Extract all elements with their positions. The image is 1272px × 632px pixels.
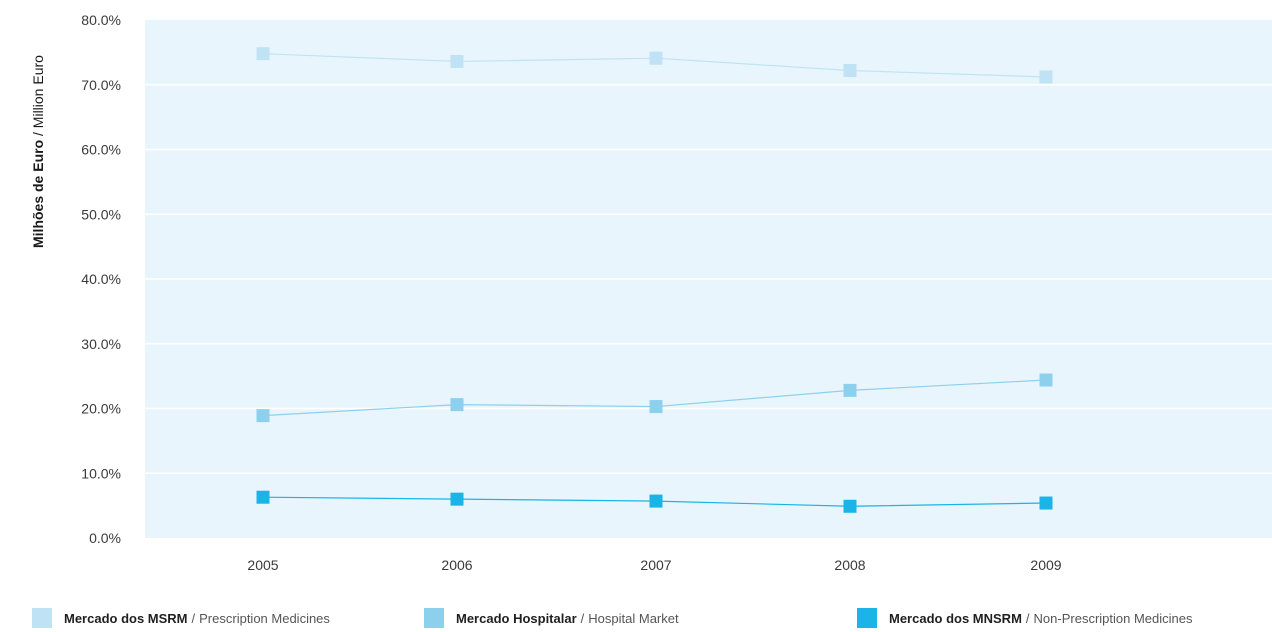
y-axis-ticks: 0.0% 10.0% 20.0% 30.0% 40.0% 50.0% 60.0% 70.0% 8… xyxy=(81,12,121,546)
y-tick-label: 40.0% xyxy=(81,271,121,287)
data-point xyxy=(256,409,270,423)
data-point xyxy=(450,398,464,412)
legend-item-mnsrm: Mercado dos MNSRM / Non-Prescription Med… xyxy=(857,608,1192,628)
data-point xyxy=(1039,70,1053,84)
data-point xyxy=(1039,373,1053,387)
legend-label-hospitalar-en: Hospital Market xyxy=(588,610,679,626)
legend-swatch-hospitalar xyxy=(424,608,444,628)
y-axis-label-en: Million Euro xyxy=(30,55,46,128)
legend-label-mnsrm-pt: Mercado dos MNSRM xyxy=(889,610,1022,626)
y-tick-label: 30.0% xyxy=(81,336,121,352)
y-tick-label: 50.0% xyxy=(81,206,121,222)
grid-lines xyxy=(145,84,1272,474)
y-axis-label-pt: Milhões de Euro xyxy=(30,140,46,248)
data-point xyxy=(649,400,663,414)
data-point xyxy=(450,492,464,506)
data-point xyxy=(649,51,663,65)
y-axis-label-separator: / xyxy=(30,128,46,140)
legend-swatch-mnsrm xyxy=(857,608,877,628)
y-tick-label: 10.0% xyxy=(81,465,121,481)
y-tick-label: 20.0% xyxy=(81,401,121,417)
series-group xyxy=(256,47,1053,513)
legend-label-mnsrm-en: Non-Prescription Medicines xyxy=(1033,610,1193,626)
legend-separator: / xyxy=(191,610,196,626)
legend-item-hospitalar: Mercado Hospitalar / Hospital Market xyxy=(424,608,679,628)
data-point xyxy=(1039,496,1053,510)
legend-separator: / xyxy=(580,610,585,626)
data-point xyxy=(843,499,857,513)
legend-separator: / xyxy=(1025,610,1030,626)
y-tick-label: 60.0% xyxy=(81,142,121,158)
data-point xyxy=(256,490,270,504)
x-tick-label: 2006 xyxy=(441,557,472,573)
line-chart: 0.0% 10.0% 20.0% 30.0% 40.0% 50.0% 60.0% 70.0% 8… xyxy=(30,12,1272,573)
y-tick-label: 0.0% xyxy=(89,530,121,546)
data-point xyxy=(649,494,663,508)
y-tick-label: 70.0% xyxy=(81,77,121,93)
legend-label-hospitalar-pt: Mercado Hospitalar xyxy=(456,610,577,626)
x-tick-label: 2009 xyxy=(1030,557,1061,573)
data-point xyxy=(450,54,464,68)
series-2 xyxy=(256,490,1053,513)
series-0 xyxy=(256,47,1053,84)
data-point xyxy=(843,383,857,397)
x-axis-ticks: 2005 2006 2007 2008 2009 xyxy=(247,557,1061,573)
legend-swatch-msrm xyxy=(32,608,52,628)
data-point xyxy=(843,64,857,78)
legend-label-msrm-pt: Mercado dos MSRM xyxy=(64,610,188,626)
x-tick-label: 2007 xyxy=(640,557,671,573)
y-tick-label: 80.0% xyxy=(81,12,121,28)
data-point xyxy=(256,47,270,61)
y-axis-label: Milhões de Euro / Million Euro xyxy=(30,55,46,248)
legend: Mercado dos MSRM / Prescription Medicine… xyxy=(0,608,1272,632)
x-tick-label: 2005 xyxy=(247,557,278,573)
legend-label-msrm-en: Prescription Medicines xyxy=(199,610,330,626)
legend-item-msrm: Mercado dos MSRM / Prescription Medicine… xyxy=(32,608,330,628)
x-tick-label: 2008 xyxy=(834,557,865,573)
series-1 xyxy=(256,373,1053,423)
